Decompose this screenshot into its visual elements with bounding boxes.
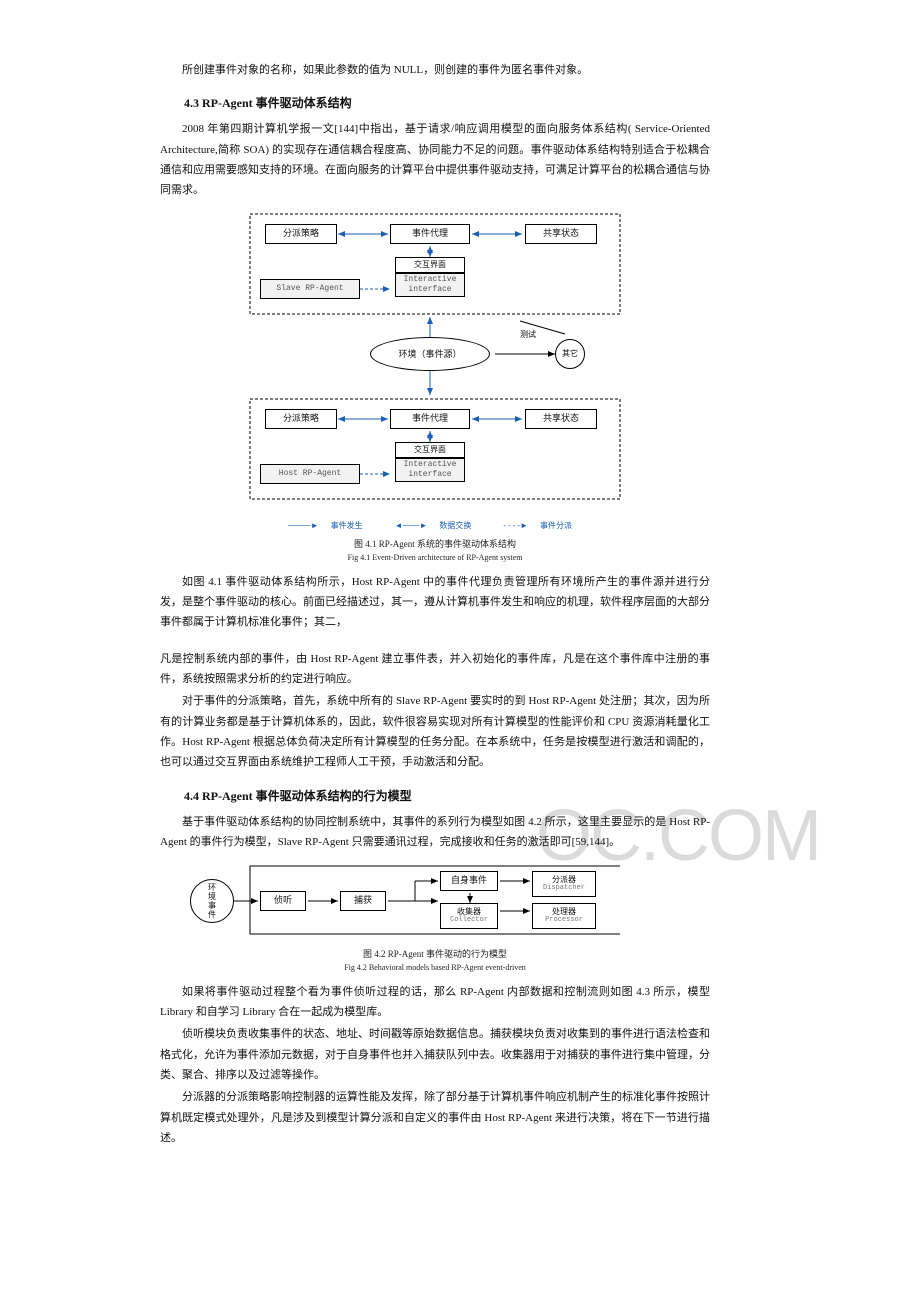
- capture-box: 捕获: [340, 891, 386, 911]
- self-event-box: 自身事件: [440, 871, 498, 891]
- host-agent: Host RP-Agent: [260, 464, 360, 484]
- fig41-legend: ────► 事件发生 ◄───► 数据交换 - - - -► 事件分派: [160, 520, 710, 531]
- interactive-cn-2: 交互界面: [395, 442, 465, 458]
- after42-p1: 如果将事件驱动过程整个看为事件侦听过程的话，那么 RP-Agent 内部数据和控…: [160, 982, 710, 1023]
- dispatch-strategy-1: 分派策略: [265, 224, 337, 244]
- fig42-caption-en: Fig 4.2 Behavioral models based RP-Agent…: [160, 963, 710, 972]
- event-proxy-2: 事件代理: [390, 409, 470, 429]
- after41-p3: 对于事件的分派策略，首先，系统中所有的 Slave RP-Agent 要实时的到…: [160, 691, 710, 772]
- figure-4-1: 测试 分派策略 事件代理 共享状态 交互界面 Interactive inter…: [220, 209, 650, 514]
- dispatcher-box: 分派器 Dispatcher: [532, 871, 596, 897]
- share-state-1: 共享状态: [525, 224, 597, 244]
- section-4-4-p1: 基于事件驱动体系结构的协同控制系统中，其事件的系列行为模型如图 4.2 所示，这…: [160, 812, 710, 853]
- after41-p1: 如图 4.1 事件驱动体系结构所示，Host RP-Agent 中的事件代理负责…: [160, 572, 710, 633]
- after42-p3: 分派器的分派策略影响控制器的运算性能及发挥，除了部分基于计算机事件响应机制产生的…: [160, 1087, 710, 1148]
- env-events: 环境事件: [190, 879, 234, 923]
- after42-p2: 侦听模块负责收集事件的状态、地址、时间戳等原始数据信息。捕获模块负责对收集到的事…: [160, 1024, 710, 1085]
- fig41-caption-cn: 图 4.1 RP-Agent 系统的事件驱动体系结构: [160, 537, 710, 550]
- share-state-2: 共享状态: [525, 409, 597, 429]
- processor-box: 处理器 Processor: [532, 903, 596, 929]
- section-4-3-p1: 2008 年第四期计算机学报一文[144]中指出，基于请求/响应调用模型的面向服…: [160, 119, 710, 200]
- collector-box: 收集器 Collector: [440, 903, 498, 929]
- event-proxy-1: 事件代理: [390, 224, 470, 244]
- section-4-3-title: 4.3 RP-Agent 事件驱动体系结构: [160, 94, 710, 111]
- fig41-caption-en: Fig 4.1 Event-Driven architecture of RP-…: [160, 553, 710, 562]
- fig42-caption-cn: 图 4.2 RP-Agent 事件驱动的行为模型: [160, 947, 710, 960]
- svg-text:测试: 测试: [520, 329, 536, 339]
- interactive-en-2: Interactive interface: [395, 458, 465, 482]
- dispatch-strategy-2: 分派策略: [265, 409, 337, 429]
- environment: 环境（事件源）: [370, 337, 490, 371]
- interactive-cn-1: 交互界面: [395, 257, 465, 273]
- other-ellipse: 其它: [555, 339, 585, 369]
- listen-box: 侦听: [260, 891, 306, 911]
- slave-agent: Slave RP-Agent: [260, 279, 360, 299]
- section-4-4-title: 4.4 RP-Agent 事件驱动体系结构的行为模型: [160, 787, 710, 804]
- intro-line: 所创建事件对象的名称，如果此参数的值为 NULL，则创建的事件为匿名事件对象。: [160, 60, 710, 80]
- interactive-en-1: Interactive interface: [395, 273, 465, 297]
- figure-4-2: 环境事件 侦听 捕获 自身事件 收集器 Collector 分派器 Dispat…: [190, 861, 620, 941]
- after41-p2: 凡是控制系统内部的事件，由 Host RP-Agent 建立事件表，并入初始化的…: [160, 649, 710, 690]
